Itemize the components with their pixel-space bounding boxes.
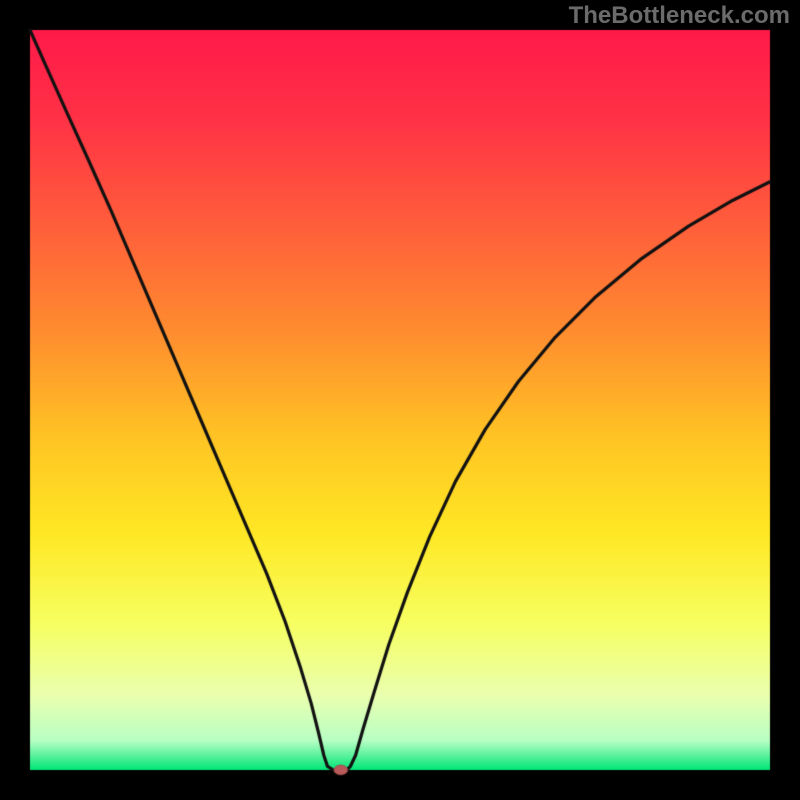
watermark-text: TheBottleneck.com [569, 2, 790, 30]
chart-container: TheBottleneck.com [0, 0, 800, 800]
bottleneck-chart-canvas [0, 0, 800, 800]
